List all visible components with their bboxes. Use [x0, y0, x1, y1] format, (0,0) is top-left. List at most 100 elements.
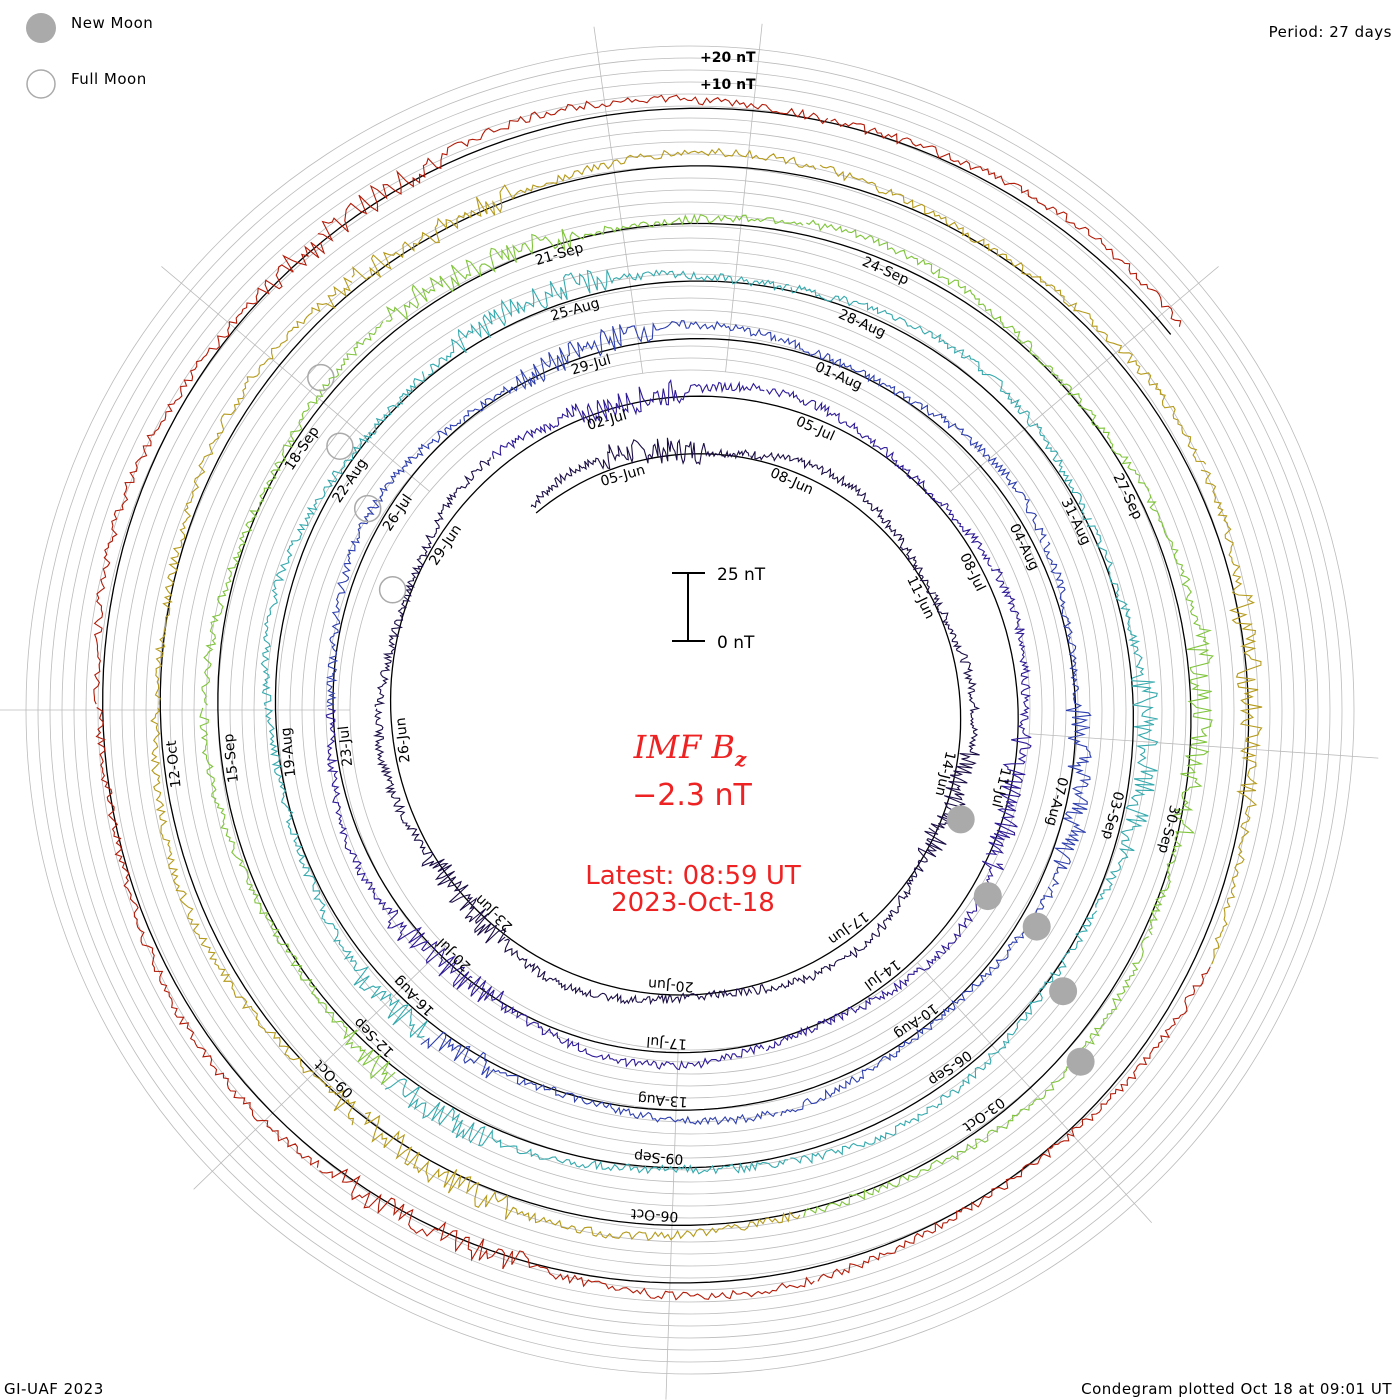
grid-spoke [1029, 733, 1379, 759]
data-trace-segment [985, 568, 1032, 856]
new-moon-marker [1066, 1047, 1095, 1076]
full-moon-marker [378, 576, 407, 604]
full-moon-marker [353, 494, 382, 523]
data-trace-segment [201, 321, 384, 706]
data-trace-segment [93, 241, 326, 705]
date-label: 15-Sep [221, 733, 242, 784]
grid-spoke [725, 23, 763, 372]
data-trace-segment [467, 976, 765, 1071]
data-trace-segment [199, 707, 396, 1086]
date-label: 19-Aug [278, 727, 299, 778]
date-label: 31-Aug [1058, 496, 1094, 548]
data-trace-segment [1086, 522, 1159, 908]
grid-spoke [593, 26, 644, 374]
data-trace-segment [817, 966, 1211, 1282]
data-trace-segment [420, 1031, 778, 1126]
grid-spoke [161, 266, 430, 492]
ring-scale-label-20: +20 nT [700, 50, 756, 66]
date-label: 08-Jun [768, 465, 816, 498]
data-trace-segment [1200, 469, 1263, 965]
data-trace-segment [385, 213, 804, 322]
data-trace-segment [777, 337, 1047, 543]
data-trace-segment [363, 1111, 801, 1242]
data-traces [93, 94, 1263, 1301]
data-trace-segment [319, 1168, 815, 1301]
date-label: 28-Aug [836, 306, 888, 341]
data-trace-segment [428, 269, 789, 376]
new-moon-legend-label: New Moon [71, 14, 154, 32]
polar-grid [0, 23, 1379, 1400]
full-moon-legend-icon [26, 69, 56, 99]
scale-bar: 25 nT 0 nT [672, 565, 766, 653]
quantity-title: IMF Bz [633, 728, 747, 771]
date-label: 11-Jun [903, 574, 937, 622]
grid-spoke [950, 266, 1219, 492]
grid-spoke [193, 945, 446, 1190]
data-trace-segment [325, 419, 461, 707]
zero-level-spiral [102, 107, 1250, 1284]
data-trace-segment [154, 276, 353, 705]
full-moon-legend-label: Full Moon [71, 70, 147, 88]
period-label: Period: 27 days [1268, 23, 1392, 41]
data-trace-segment [806, 219, 1150, 492]
date-label: 17-Jul [646, 1033, 688, 1052]
date-label: 06-Oct [630, 1205, 679, 1224]
data-trace-segment [504, 938, 753, 1006]
quantity-subscript: z [734, 747, 747, 771]
new-moon-marker [1049, 977, 1078, 1006]
date-label: 05-Jun [599, 462, 647, 490]
ring-scale-label-10: +10 nT [700, 77, 756, 93]
date-label: 11-Jul [988, 766, 1013, 809]
new-moon-marker [973, 882, 1002, 911]
full-moon-marker [307, 363, 335, 392]
credit-label: GI-UAF 2023 [4, 1380, 104, 1398]
date-label: 26-Jun [393, 717, 414, 764]
scale-bar-top-label: 25 nT [717, 565, 766, 585]
data-trace-segment [260, 371, 425, 706]
moon-markers [307, 363, 1095, 1076]
data-trace-segment [790, 284, 1092, 521]
data-trace-segment [95, 707, 320, 1168]
data-trace-segment [463, 320, 777, 422]
new-moon-marker [1022, 912, 1051, 941]
date-label: 23-Jul [336, 725, 356, 767]
date-label: 27-Sep [1110, 471, 1146, 522]
current-value: −2.3 nT [632, 778, 752, 813]
grid-spoke [917, 962, 1152, 1224]
grid-ring [265, 285, 1115, 1135]
data-trace-segment [765, 860, 1004, 1052]
plotted-label: Condegram plotted Oct 18 at 09:01 UT [1081, 1380, 1392, 1398]
data-trace-segment [830, 118, 1182, 327]
date-label: 13-Aug [637, 1090, 688, 1109]
data-trace-segment [780, 886, 1053, 1117]
data-trace-segment [492, 379, 765, 460]
date-label: 24-Sep [860, 254, 912, 289]
data-trace-segment [351, 147, 817, 281]
date-label: 12-Oct [164, 739, 185, 788]
data-trace-segment [150, 707, 357, 1126]
data-trace-segment [317, 94, 829, 242]
date-label: 26-Jul [380, 492, 416, 535]
scale-bar-bottom-label: 0 nT [717, 633, 755, 653]
latest-date: 2023-Oct-18 [611, 888, 775, 918]
new-moon-legend-icon [26, 13, 56, 43]
full-moon-marker [326, 432, 354, 460]
data-trace-segment [374, 457, 491, 707]
data-trace-segment [803, 936, 1149, 1218]
quantity-name: IMF B [633, 728, 735, 766]
latest-time: Latest: 08:59 UT [585, 861, 801, 891]
data-trace-segment [1146, 494, 1214, 936]
date-label: 16-Aug [391, 973, 438, 1019]
data-trace-segment [530, 437, 750, 508]
new-moon-marker [946, 805, 975, 834]
data-trace-segment [384, 1078, 789, 1175]
data-trace-segment [750, 451, 937, 595]
date-label: 12-Sep [351, 1014, 398, 1060]
data-trace-segment [819, 164, 1207, 465]
date-label: 09-Sep [633, 1147, 683, 1166]
grid-ring [313, 333, 1067, 1087]
date-label: 20-Jun [648, 975, 695, 994]
data-trace-segment [930, 594, 981, 831]
date-label: 29-Jun [426, 522, 465, 569]
